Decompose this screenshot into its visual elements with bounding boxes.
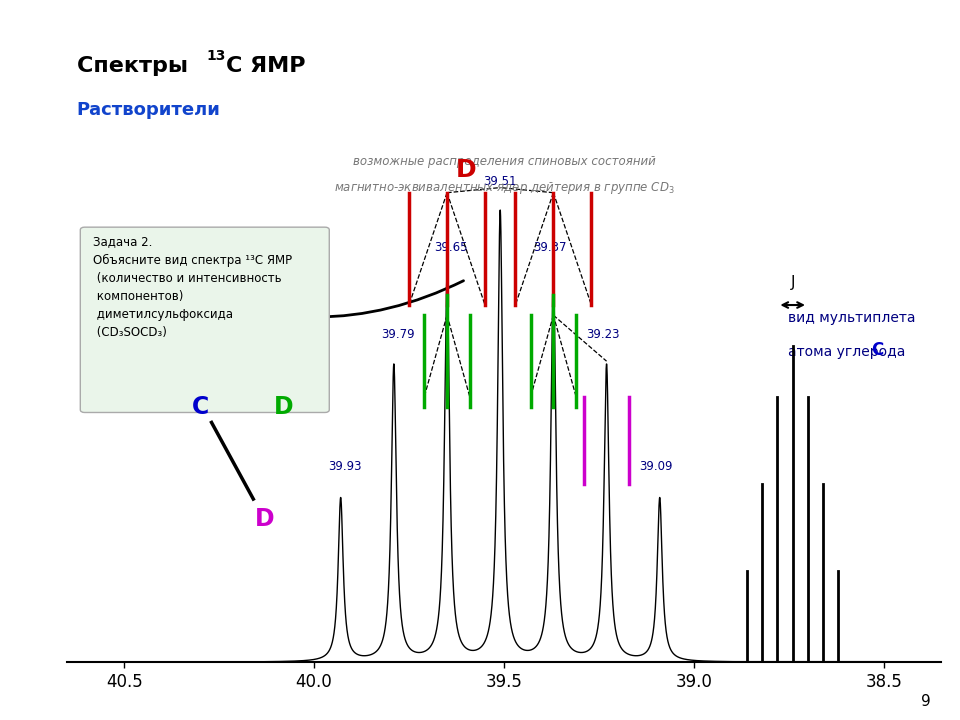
Text: 39.23: 39.23 (586, 328, 619, 341)
Text: C ЯМР: C ЯМР (226, 56, 305, 76)
Text: 39.65: 39.65 (434, 241, 468, 254)
Text: D: D (456, 158, 476, 182)
Text: J: J (790, 275, 795, 289)
Text: 39.37: 39.37 (533, 241, 566, 254)
Text: D: D (274, 395, 294, 419)
Text: атома углерода: атома углерода (788, 345, 910, 359)
Text: Задача 2.
Объясните вид спектра ¹³C ЯМР
 (количество и интенсивность
 компоненто: Задача 2. Объясните вид спектра ¹³C ЯМР … (93, 235, 293, 338)
Text: Спектры: Спектры (77, 56, 196, 76)
Text: 39.93: 39.93 (327, 461, 361, 474)
FancyBboxPatch shape (81, 227, 329, 413)
Text: вид мультиплета: вид мультиплета (788, 312, 916, 325)
Text: 39.51: 39.51 (484, 174, 516, 188)
Text: C: C (191, 395, 208, 419)
Text: возможные распределения спиновых состояний: возможные распределения спиновых состоян… (352, 156, 656, 168)
Text: магнитно-эквивалентных ядер дейтерия в группе CD$_3$: магнитно-эквивалентных ядер дейтерия в г… (334, 180, 674, 197)
Text: 39.79: 39.79 (381, 328, 415, 341)
Text: Растворители: Растворители (77, 102, 221, 120)
Text: D: D (255, 508, 275, 531)
Text: 39.09: 39.09 (639, 461, 673, 474)
Text: 13: 13 (206, 50, 226, 63)
Text: 9: 9 (922, 693, 931, 708)
Text: C: C (871, 341, 883, 359)
